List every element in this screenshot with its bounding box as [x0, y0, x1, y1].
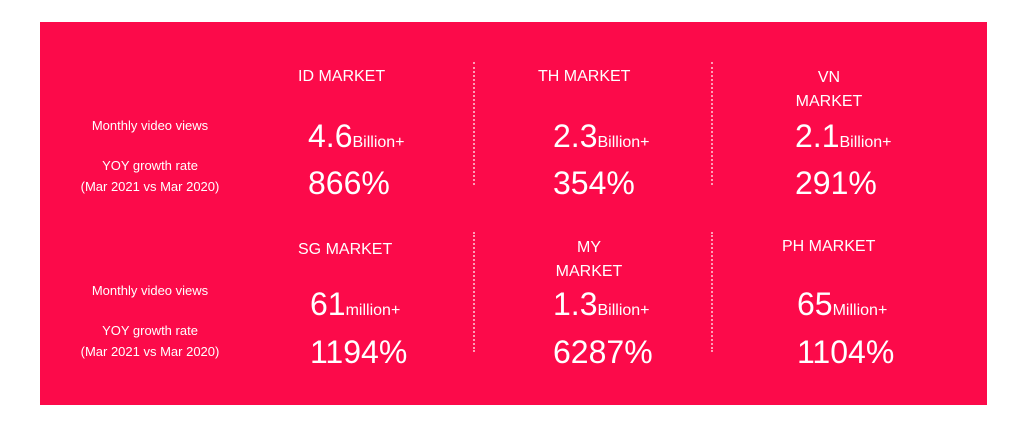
row-label: (Mar 2021 vs Mar 2020) — [80, 344, 220, 359]
growth-value: 866% — [308, 165, 390, 201]
separator — [711, 232, 713, 352]
market-name: MY MARKET — [555, 239, 623, 280]
views-unit: million+ — [345, 302, 401, 319]
views-unit: Billion+ — [839, 134, 892, 151]
separator — [473, 232, 475, 352]
market-name: TH MARKET — [538, 68, 631, 85]
panel — [40, 22, 987, 405]
views-value: 2.1Billion+ — [795, 118, 892, 161]
growth-value: 291% — [795, 165, 877, 201]
row-label: Monthly video views — [91, 283, 209, 298]
views-value: 65Million+ — [797, 286, 887, 329]
views-number: 2.1 — [795, 118, 840, 154]
growth-value: 1194% — [310, 334, 408, 370]
views-value: 4.6Billion+ — [308, 118, 405, 161]
separator — [473, 62, 475, 185]
market-name: VN MARKET — [795, 69, 863, 110]
growth-value: 1104% — [797, 334, 895, 370]
growth-value: 6287% — [553, 334, 653, 370]
views-number: 65 — [797, 286, 833, 322]
row-label: YOY growth rate — [102, 158, 198, 173]
views-number: 4.6 — [308, 118, 353, 154]
views-number: 1.3 — [553, 286, 598, 322]
views-number: 2.3 — [553, 118, 598, 154]
growth-value: 354% — [553, 165, 635, 201]
views-unit: Million+ — [832, 302, 888, 319]
views-number: 61 — [310, 286, 346, 322]
market-name: PH MARKET — [782, 238, 876, 255]
market-name: SG MARKET — [298, 241, 393, 258]
views-value: 1.3Billion+ — [553, 286, 650, 329]
market-name: ID MARKET — [298, 68, 386, 85]
row-label: Monthly video views — [91, 118, 209, 133]
row-label: YOY growth rate — [102, 323, 198, 338]
views-value: 2.3Billion+ — [553, 118, 650, 161]
views-unit: Billion+ — [352, 134, 405, 151]
views-unit: Billion+ — [597, 302, 650, 319]
row-label: (Mar 2021 vs Mar 2020) — [80, 179, 220, 194]
views-unit: Billion+ — [597, 134, 650, 151]
views-value: 61million+ — [310, 286, 400, 329]
separator — [711, 62, 713, 185]
